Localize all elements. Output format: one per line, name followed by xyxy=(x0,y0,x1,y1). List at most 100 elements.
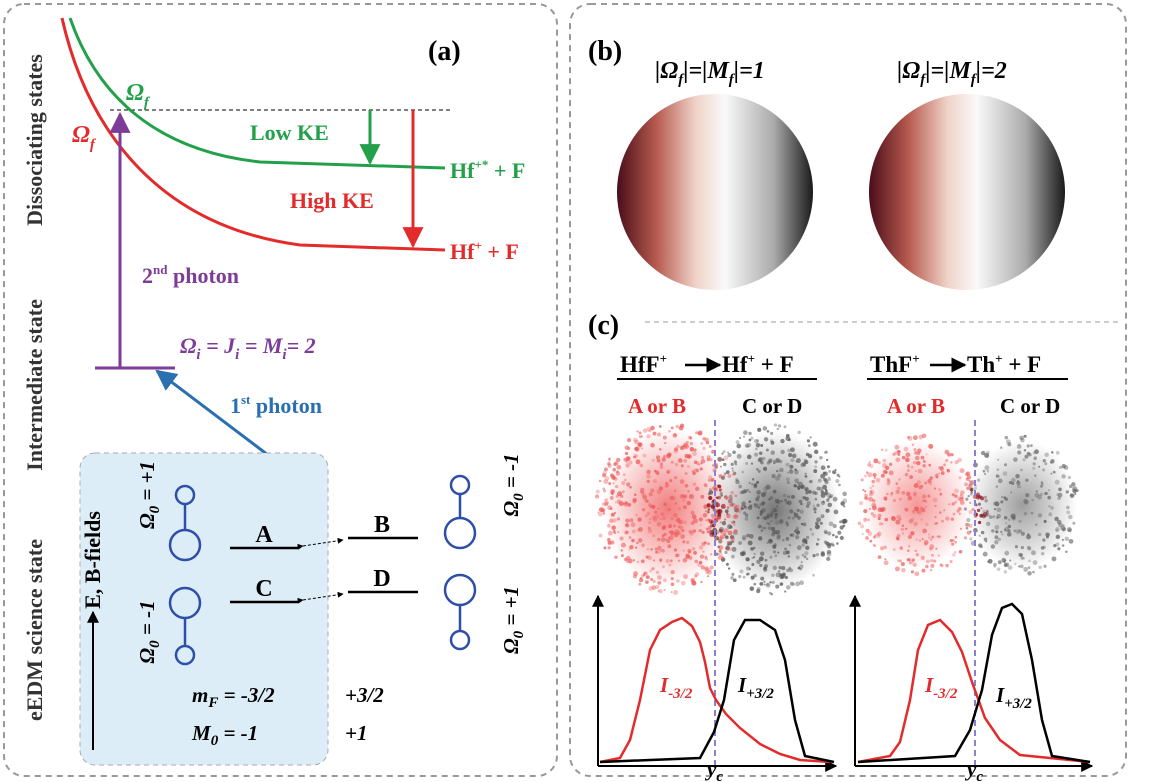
speckle xyxy=(637,517,642,522)
speckle xyxy=(690,521,695,525)
speckle xyxy=(925,564,929,569)
speckle xyxy=(687,490,690,493)
speckle xyxy=(945,563,949,568)
speckle xyxy=(877,517,881,521)
low-ke: Low KE xyxy=(250,120,329,145)
speckle xyxy=(759,512,763,516)
speckle xyxy=(635,546,638,549)
speckle xyxy=(930,538,933,541)
speckle xyxy=(673,532,679,538)
speckle xyxy=(1045,532,1050,537)
speckle xyxy=(731,554,735,559)
speckle xyxy=(655,470,660,475)
speckle xyxy=(646,511,651,516)
speckle xyxy=(978,543,983,548)
speckle xyxy=(675,553,679,558)
speckle xyxy=(935,521,938,525)
speckle xyxy=(1003,515,1008,520)
speckle xyxy=(691,580,697,586)
speckle xyxy=(646,474,651,479)
speckle xyxy=(724,496,729,500)
mf: mF = -3/2 xyxy=(192,683,275,711)
speckle xyxy=(1037,513,1043,518)
speckle xyxy=(692,482,697,487)
speckle xyxy=(647,528,653,534)
speckle xyxy=(822,484,827,490)
speckle xyxy=(778,459,783,464)
speckle xyxy=(814,511,817,514)
speckle xyxy=(776,427,779,431)
level-label: C xyxy=(255,576,272,602)
speckle xyxy=(1004,550,1010,556)
speckle xyxy=(796,458,801,463)
speckle xyxy=(894,444,900,450)
branch: A or B xyxy=(887,394,945,418)
speckle xyxy=(641,447,644,450)
speckle xyxy=(689,442,693,446)
speckle xyxy=(729,497,733,501)
speckle xyxy=(704,510,708,513)
product: Hf+* + F xyxy=(450,157,525,183)
speckle xyxy=(744,517,749,521)
speckle xyxy=(990,544,996,549)
speckle xyxy=(641,574,645,578)
speckle xyxy=(1026,444,1030,448)
speckle xyxy=(868,496,874,502)
speckle xyxy=(864,474,868,478)
speckle xyxy=(957,457,962,463)
speckle xyxy=(995,474,999,478)
speckle xyxy=(905,452,911,458)
speckle xyxy=(967,475,972,480)
speckle xyxy=(789,468,792,471)
speckle xyxy=(964,482,969,487)
speckle xyxy=(720,503,726,509)
speckle xyxy=(924,505,928,508)
speckle xyxy=(983,495,987,499)
speckle xyxy=(650,548,653,551)
speckle xyxy=(1066,510,1071,515)
speckle xyxy=(604,476,610,481)
speckle xyxy=(758,536,763,541)
speckle xyxy=(784,547,787,551)
speckle xyxy=(954,500,958,504)
speckle xyxy=(883,545,887,548)
speckle xyxy=(610,507,613,510)
speckle xyxy=(719,535,724,540)
speckle xyxy=(772,461,776,465)
speckle xyxy=(633,453,638,459)
speckle xyxy=(868,492,874,497)
speckle xyxy=(676,579,680,583)
speckle xyxy=(718,488,722,492)
speckle xyxy=(756,559,761,564)
speckle xyxy=(947,452,951,457)
speckle xyxy=(1071,482,1076,487)
speckle xyxy=(1011,482,1015,485)
speckle xyxy=(940,465,944,469)
speckle xyxy=(816,538,820,541)
speckle xyxy=(1064,536,1070,541)
speckle xyxy=(655,514,660,519)
speckle xyxy=(651,567,655,571)
speckle xyxy=(778,519,784,524)
speckle xyxy=(874,534,877,537)
speckle xyxy=(871,505,877,511)
speckle xyxy=(668,535,674,541)
speckle xyxy=(1061,464,1066,469)
speckle xyxy=(819,455,823,460)
speckle xyxy=(654,510,658,514)
speckle xyxy=(728,501,734,507)
speckle xyxy=(706,510,710,514)
speckle xyxy=(770,440,775,445)
speckle xyxy=(929,547,933,551)
speckle xyxy=(954,459,959,465)
speckle xyxy=(865,536,869,540)
speckle xyxy=(727,452,732,458)
speckle xyxy=(659,560,662,563)
speckle xyxy=(687,548,692,553)
speckle xyxy=(725,470,730,475)
speckle xyxy=(999,446,1003,449)
speckle xyxy=(791,516,795,520)
speckle xyxy=(727,567,731,570)
speckle xyxy=(666,469,671,474)
speckle xyxy=(1015,529,1021,534)
